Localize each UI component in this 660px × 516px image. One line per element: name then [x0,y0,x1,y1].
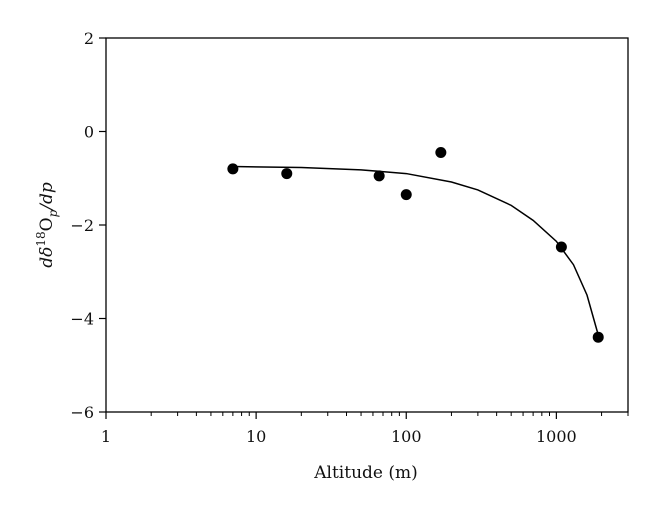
y-tick-label-4: −6 [70,403,94,422]
x-axis-label: Altitude (m) [313,463,418,483]
x-axis: 1 10 100 1000 [101,412,629,446]
x-tick-label-3: 1000 [536,427,577,446]
plot-border [105,37,629,413]
data-points [227,147,604,343]
y-axis: 2 0 −2 −4 −6 [70,29,106,422]
plot-area [105,37,629,413]
y-tick-label-3: −4 [70,310,94,329]
data-point-5 [555,241,567,253]
data-point-1 [281,168,293,180]
fit-curve-layer [232,165,599,336]
y-tick-label-2: −2 [70,216,94,235]
data-point-3 [400,189,412,201]
y-tick-label-1: 0 [84,123,94,142]
fit-curve [232,165,599,336]
data-point-4 [435,147,447,159]
x-tick-label-0: 1 [101,427,111,446]
x-tick-label-1: 10 [246,427,266,446]
y-tick-label-0: 2 [84,29,94,48]
x-tick-label-2: 100 [391,427,422,446]
data-point-0 [227,163,239,175]
data-point-2 [373,170,385,182]
data-point-6 [592,331,604,343]
y-axis-label: dδ18Op/dp [34,182,60,268]
